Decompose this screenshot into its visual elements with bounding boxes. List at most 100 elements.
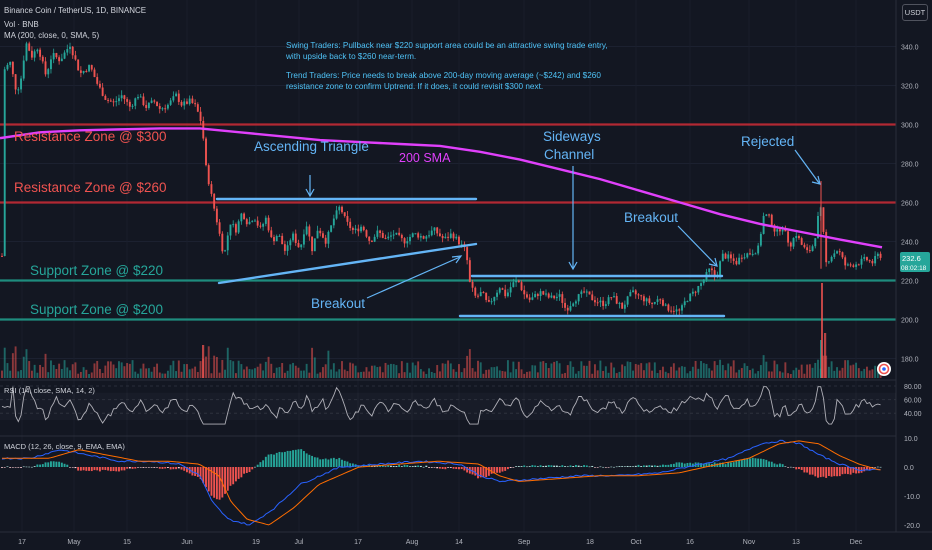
candle-body xyxy=(47,69,50,75)
macd-histogram-bar xyxy=(702,463,705,467)
candle-body xyxy=(294,233,297,243)
candle-body xyxy=(604,304,607,306)
macd-histogram-bar xyxy=(618,466,621,467)
candle-body xyxy=(126,99,129,102)
volume-bar xyxy=(262,370,265,378)
volume-bar xyxy=(640,363,643,378)
macd-histogram-bar xyxy=(52,461,55,467)
macd-histogram-bar xyxy=(455,467,458,470)
macd-histogram-bar xyxy=(112,467,115,472)
candle-body xyxy=(360,226,362,232)
candle-body xyxy=(1,255,3,257)
time-axis[interactable]: 17 May 15 Jun 19 Jul 17 Aug 14 Sep 18 Oct 16 Nov 13 Dec xyxy=(18,539,863,546)
candle-body xyxy=(466,247,469,261)
volume-bar xyxy=(667,373,670,378)
volume-bar xyxy=(281,362,284,378)
candle-body xyxy=(640,295,643,297)
candle-body xyxy=(30,50,33,58)
time-tick-label: Sep xyxy=(518,539,531,546)
candle-body xyxy=(759,233,762,246)
candle-body xyxy=(879,253,882,258)
volume-bar xyxy=(759,365,762,378)
candle-body xyxy=(66,49,69,53)
candle-body xyxy=(501,288,504,290)
macd-histogram-bar xyxy=(517,466,520,467)
candle-body xyxy=(137,97,139,99)
candle-body xyxy=(830,256,833,262)
candle-body xyxy=(468,260,471,282)
macd-histogram-bar xyxy=(852,467,855,473)
candle-body xyxy=(542,291,545,295)
macd-histogram-bar xyxy=(6,466,9,468)
volume-bar xyxy=(471,368,474,378)
volume-bar xyxy=(664,371,667,378)
candle-body xyxy=(482,292,485,294)
volume-bar xyxy=(466,355,469,378)
volume-bar xyxy=(659,370,662,378)
macd-histogram-bar xyxy=(93,467,96,471)
candle-body xyxy=(409,236,411,242)
macd-histogram-bar xyxy=(738,460,741,467)
candle-body xyxy=(664,304,667,306)
candle-body xyxy=(417,233,420,238)
macd-histogram-bar xyxy=(501,467,504,472)
macd-histogram-bar xyxy=(572,465,575,467)
candle-body xyxy=(6,64,9,70)
candle-body xyxy=(324,237,327,244)
price-tick-label: 300.0 xyxy=(901,123,919,130)
candle-body xyxy=(531,297,534,300)
macd-histogram-bar xyxy=(300,449,303,467)
candle-body xyxy=(702,279,705,284)
candle-body xyxy=(188,98,191,104)
macd-histogram-bar xyxy=(526,466,528,468)
macd-histogram-bar xyxy=(776,464,779,467)
candle-body xyxy=(224,250,226,252)
volume-bar xyxy=(740,368,743,378)
price-axis[interactable]: 180.0 200.0 220.0 240.0 260.0 280.0 300.0 320.0… xyxy=(901,45,919,364)
macd-histogram-bar xyxy=(444,467,447,470)
candle-body xyxy=(101,87,104,96)
macd-histogram-bar xyxy=(672,463,675,467)
macd-histogram-bar xyxy=(17,467,20,468)
candle-body xyxy=(566,307,569,311)
macd-histogram-bar xyxy=(264,456,267,467)
chart-settings-icon[interactable] xyxy=(877,362,891,376)
volume-bar xyxy=(202,345,205,378)
macd-histogram-bar xyxy=(77,467,80,471)
volume-bar xyxy=(743,363,746,378)
volume-bar xyxy=(710,370,713,378)
candle-body xyxy=(580,291,583,295)
volume-bar xyxy=(360,371,362,378)
macd-histogram-bar xyxy=(681,462,683,467)
volume-bar xyxy=(120,362,123,378)
current-price-countdown: 08:02:18 xyxy=(901,265,927,272)
macd-histogram-bar xyxy=(561,465,564,467)
macd-histogram-bar xyxy=(542,465,545,467)
macd-histogram-bar xyxy=(550,465,553,467)
volume-bar xyxy=(90,372,93,378)
volume-bar xyxy=(245,366,248,378)
time-tick-label: May xyxy=(67,539,81,546)
candle-body xyxy=(784,229,787,232)
candle-body xyxy=(289,240,292,246)
candle-body xyxy=(806,247,809,251)
volume-bar xyxy=(218,372,221,378)
volume-bar xyxy=(302,370,305,378)
volume-bar xyxy=(425,373,428,378)
macd-histogram-bar xyxy=(781,464,784,467)
volume-bar xyxy=(6,363,9,378)
volume-bar xyxy=(346,371,349,378)
macd-histogram-bar xyxy=(705,463,708,467)
currency-button[interactable]: USDT xyxy=(902,4,928,21)
volume-bar xyxy=(234,373,237,378)
volume-bar xyxy=(855,362,858,378)
candle-body xyxy=(77,59,80,71)
candle-body xyxy=(82,71,85,73)
macd-histogram-bar xyxy=(406,465,409,467)
volume-bar xyxy=(88,373,90,378)
candle-body xyxy=(338,206,341,211)
volume-bar xyxy=(39,364,42,378)
volume-bar xyxy=(561,373,564,378)
